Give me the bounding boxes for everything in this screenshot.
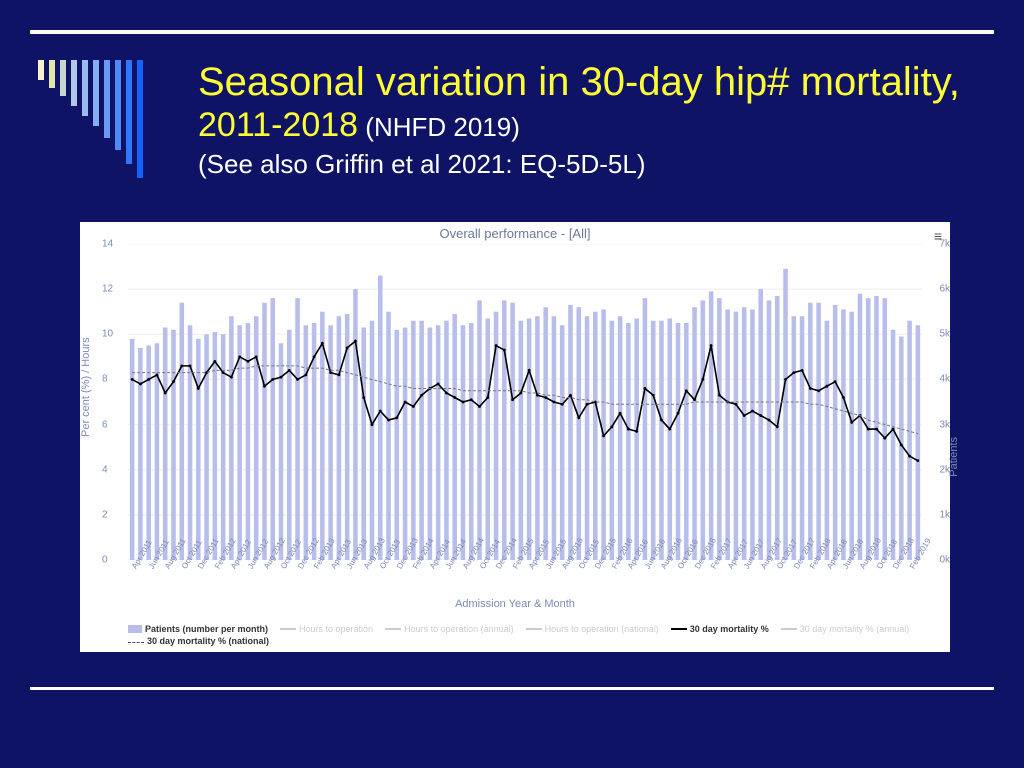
legend-item: Hours to operation (national) xyxy=(526,623,659,636)
legend: Patients (number per month) Hours to oper… xyxy=(128,623,930,648)
y-right-tick: 6k xyxy=(939,284,950,295)
logo-bar xyxy=(93,60,99,126)
subtitle: (See also Griffin et al 2021: EQ-5D-5L) xyxy=(198,149,984,180)
logo-bar xyxy=(49,60,55,88)
legend-item: 30 day mortality % (national) xyxy=(128,635,269,648)
legend-item: Hours to operation (annual) xyxy=(385,623,514,636)
title-range: 2011-2018 xyxy=(198,106,358,144)
logo-bars xyxy=(38,60,143,178)
top-rule xyxy=(30,30,994,34)
y-left-tick: 12 xyxy=(102,284,113,295)
title-source: (NHFD 2019) xyxy=(358,112,520,142)
x-axis-title: Admission Year & Month xyxy=(80,598,950,610)
y-left-tick: 8 xyxy=(102,374,108,385)
y-left-tick: 2 xyxy=(102,509,108,520)
legend-item: 30 day mortality % xyxy=(671,623,769,636)
chart-container: Overall performance - [All] ≡ Per cent (… xyxy=(80,222,950,652)
logo-bar xyxy=(104,60,110,138)
y-left-tick: 10 xyxy=(102,329,113,340)
chart-title: Overall performance - [All] xyxy=(80,222,950,241)
legend-item: Patients (number per month) xyxy=(128,623,268,636)
logo-bar xyxy=(137,60,143,178)
title-main: Seasonal variation in 30-day hip# mortal… xyxy=(198,60,949,104)
y-right-tick: 3k xyxy=(939,419,950,430)
slide: Seasonal variation in 30-day hip# mortal… xyxy=(0,0,1024,768)
logo-bar xyxy=(82,60,88,116)
y-right-tick: 4k xyxy=(939,374,950,385)
chart-svg xyxy=(128,244,922,560)
y-left-tick: 14 xyxy=(102,239,113,250)
y-right-tick: 7k xyxy=(939,239,950,250)
title-comma: , xyxy=(949,60,960,104)
y-left-tick: 4 xyxy=(102,464,108,475)
logo-bar xyxy=(115,60,121,150)
legend-item: Hours to operation xyxy=(280,623,373,636)
y-right-tick: 5k xyxy=(939,329,950,340)
y-left-tick: 6 xyxy=(102,419,108,430)
y-left-axis-label: Per cent (%) / Hours xyxy=(80,337,92,437)
y-right-tick: 0k xyxy=(939,555,950,566)
title-block: Seasonal variation in 30-day hip# mortal… xyxy=(198,58,984,180)
y-right-tick: 1k xyxy=(939,509,950,520)
logo-bar xyxy=(126,60,132,164)
logo-bar xyxy=(71,60,77,106)
bottom-rule xyxy=(30,687,994,690)
plot-area: 024681012140k1k2k3k4k5k6k7kApr 2011Jun 2… xyxy=(128,244,922,560)
y-right-tick: 2k xyxy=(939,464,950,475)
legend-item: 30 day mortality % (annual) xyxy=(781,623,910,636)
logo-bar xyxy=(60,60,66,96)
logo-bar xyxy=(38,60,44,80)
y-left-tick: 0 xyxy=(102,555,108,566)
